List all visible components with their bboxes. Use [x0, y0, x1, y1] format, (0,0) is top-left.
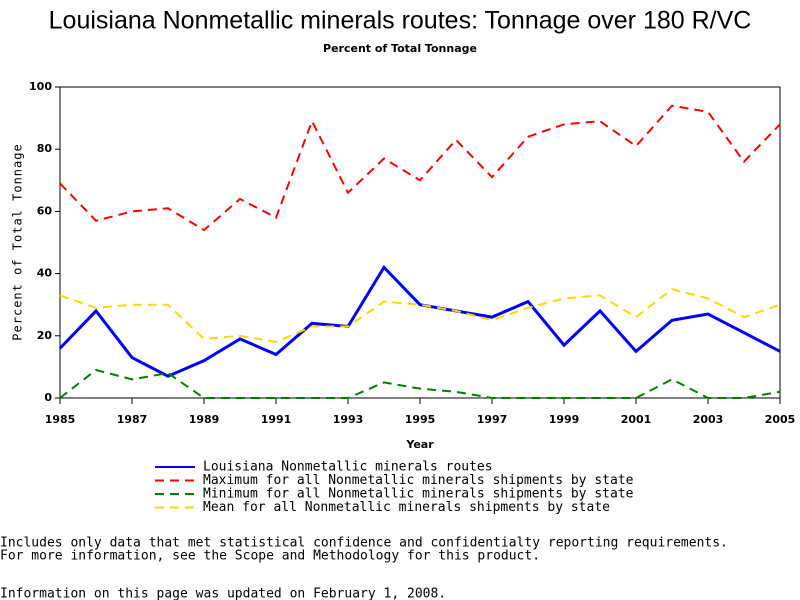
- legend-label: Mean for all Nonmetallic minerals shipme…: [203, 500, 610, 515]
- y-tick-label: 60: [37, 204, 53, 217]
- chart-title: Louisiana Nonmetallic minerals routes: T…: [49, 7, 752, 35]
- x-tick-label: 1987: [117, 413, 148, 426]
- series-line: [59, 104, 781, 232]
- footnote: Includes only data that met statistical …: [0, 536, 728, 551]
- legend-label: Maximum for all Nonmetallic minerals shi…: [203, 473, 634, 488]
- x-axis-label: Year: [405, 438, 434, 451]
- x-tick-label: 1991: [261, 413, 292, 426]
- legend-label: Minimum for all Nonmetallic minerals shi…: [203, 487, 634, 502]
- plot-frame: [59, 86, 781, 399]
- x-tick-label: 1985: [45, 413, 76, 426]
- y-tick-label: 100: [29, 80, 52, 93]
- y-tick-label: 80: [37, 142, 53, 155]
- x-tick-label: 2003: [693, 413, 724, 426]
- y-tick-label: 40: [37, 267, 53, 280]
- y-tick-label: 20: [37, 329, 53, 342]
- series-line: [59, 368, 781, 399]
- series-line: [58, 264, 781, 378]
- x-tick-label: 1993: [333, 413, 364, 426]
- footnote: Information on this page was updated on …: [0, 587, 446, 600]
- x-tick-label: 1989: [189, 413, 220, 426]
- x-tick-label: 1995: [405, 413, 436, 426]
- legend-label: Louisiana Nonmetallic minerals routes: [203, 460, 493, 475]
- y-axis-label: Percent of Total Tonnage: [11, 143, 25, 340]
- chart-subtitle: Percent of Total Tonnage: [323, 42, 477, 55]
- footnote: For more information, see the Scope and …: [0, 549, 540, 564]
- series-line: [59, 288, 781, 344]
- y-tick-label: 0: [44, 391, 52, 404]
- x-tick-label: 1997: [477, 413, 508, 426]
- x-tick-label: 2005: [765, 413, 796, 426]
- x-tick-label: 1999: [549, 413, 580, 426]
- x-tick-label: 2001: [621, 413, 652, 426]
